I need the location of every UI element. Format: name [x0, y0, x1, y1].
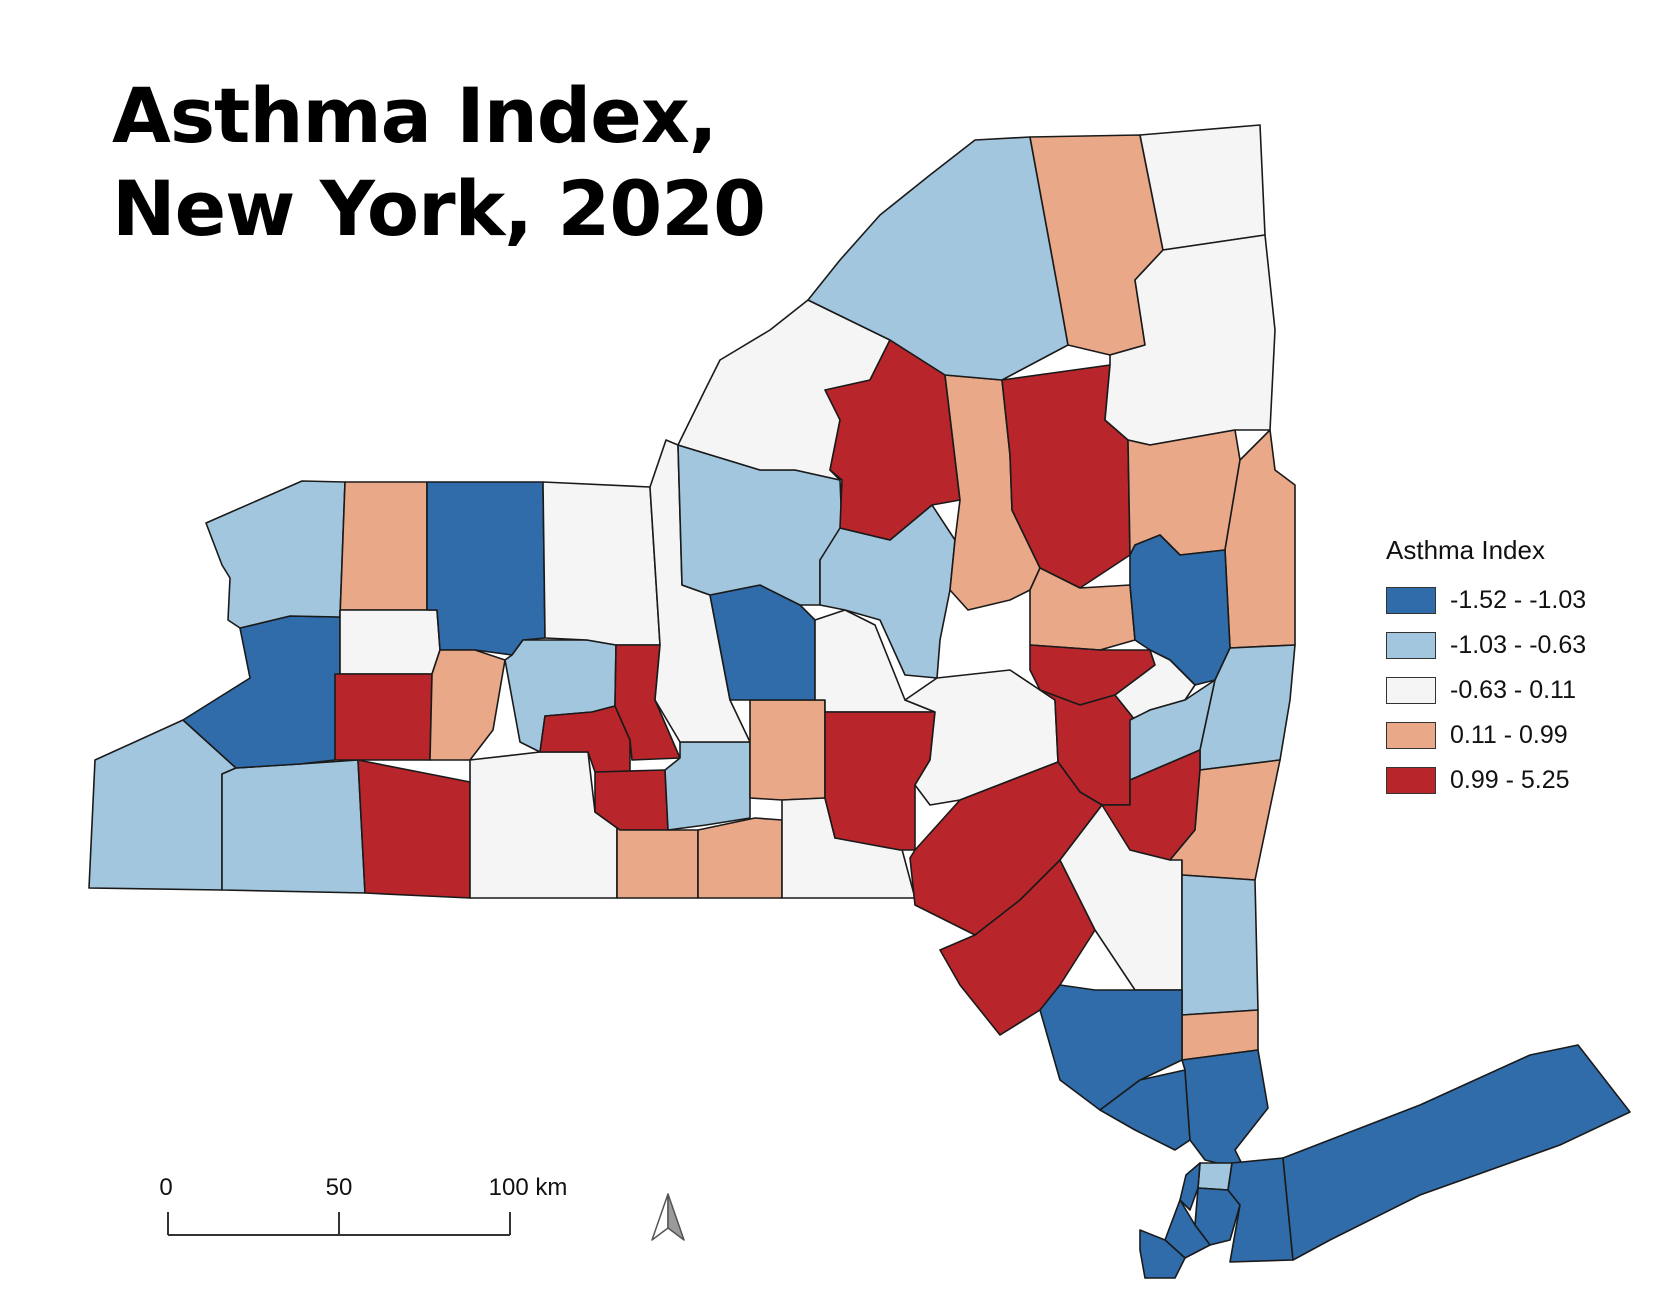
- legend-swatch: [1386, 587, 1436, 614]
- county-richmond: [1139, 1229, 1186, 1279]
- county-orleans: [339, 481, 428, 618]
- county-chemung: [616, 827, 699, 899]
- county-cortland: [749, 699, 826, 801]
- legend-swatch: [1386, 767, 1436, 794]
- county-fulton: [1029, 567, 1136, 651]
- county-tioga: [697, 817, 783, 899]
- county-clinton: [1139, 124, 1266, 251]
- county-wayne: [542, 481, 661, 646]
- county-allegany: [357, 759, 471, 899]
- legend-label: -0.63 - 0.11: [1450, 676, 1577, 704]
- legend-label: -1.03 - -0.63: [1450, 631, 1587, 659]
- legend-item: -1.03 - -0.63: [1386, 623, 1586, 668]
- scale-bar-label-0: 0: [159, 1174, 172, 1201]
- county-orange: [1039, 984, 1183, 1111]
- county-bronx: [1197, 1162, 1233, 1191]
- county-kings: [1164, 1199, 1211, 1259]
- county-niagara: [205, 480, 346, 629]
- legend-title: Asthma Index: [1386, 535, 1545, 565]
- county-livingston: [429, 649, 506, 761]
- county-warren: [1127, 429, 1241, 556]
- county-dutchess: [1181, 874, 1259, 1016]
- scale-bar-label-100: 100 km: [489, 1174, 568, 1201]
- scale-bar: [167, 1212, 511, 1236]
- county-westchester: [1181, 1049, 1269, 1171]
- scale-bar-label-50: 50: [326, 1174, 353, 1201]
- county-layer: [88, 124, 1631, 1279]
- north-arrow-icon: [651, 1193, 685, 1241]
- county-suffolk: [1282, 1044, 1631, 1261]
- legend-item: 0.11 - 0.99: [1386, 713, 1586, 758]
- county-new-york: [1179, 1162, 1201, 1211]
- county-genesee: [339, 609, 441, 675]
- legend-item: -0.63 - 0.11: [1386, 668, 1586, 713]
- county-monroe: [426, 481, 546, 656]
- county-columbia: [1169, 759, 1281, 881]
- legend-label: 0.11 - 0.99: [1450, 721, 1568, 749]
- county-cattaraugus: [221, 759, 366, 894]
- legend-label: -1.52 - -1.03: [1450, 586, 1587, 614]
- legend-item: 0.99 - 5.25: [1386, 758, 1586, 803]
- map-title-line-1: Asthma Index,: [112, 71, 718, 160]
- county-wyoming: [334, 673, 433, 761]
- legend-swatch: [1386, 722, 1436, 749]
- map-title: Asthma Index, New York, 2020: [112, 70, 766, 255]
- map-title-line-2: New York, 2020: [112, 163, 766, 253]
- legend-label: 0.99 - 5.25: [1450, 766, 1570, 794]
- legend: Asthma Index -1.52 - -1.03 -1.03 - -0.63…: [1386, 535, 1586, 803]
- legend-swatch: [1386, 632, 1436, 659]
- legend-swatch: [1386, 677, 1436, 704]
- legend-item: -1.52 - -1.03: [1386, 578, 1586, 623]
